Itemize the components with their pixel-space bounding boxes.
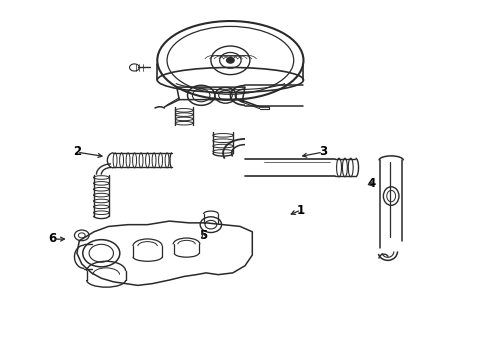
Text: 5: 5	[199, 229, 208, 242]
Text: 2: 2	[73, 145, 81, 158]
Text: 1: 1	[297, 204, 305, 217]
Text: 4: 4	[368, 177, 376, 190]
Text: 3: 3	[319, 145, 327, 158]
Text: 6: 6	[49, 233, 57, 246]
Circle shape	[226, 58, 234, 63]
